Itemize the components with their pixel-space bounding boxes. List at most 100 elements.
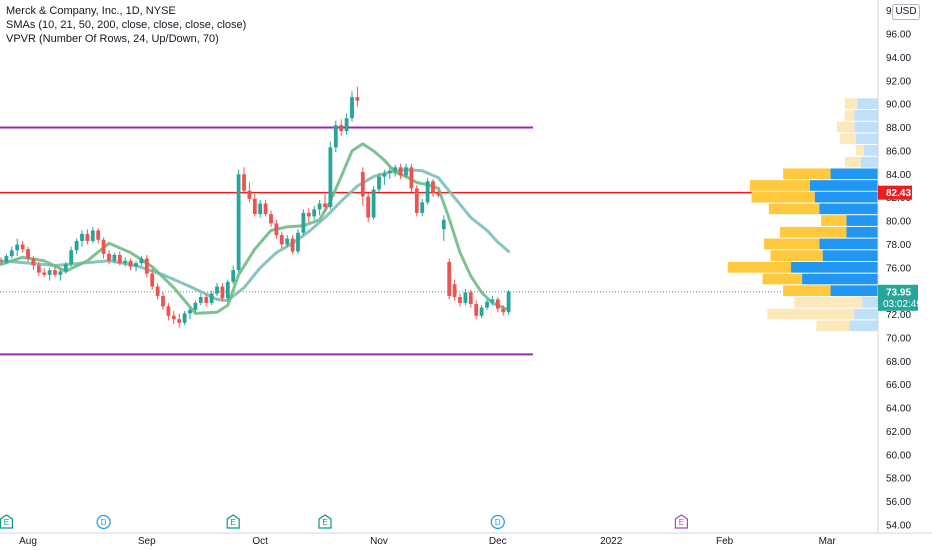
candle-body [490,299,495,302]
candle-body [63,264,68,272]
candle-body [377,176,381,190]
candle-body [4,256,9,262]
candle-body [171,315,176,320]
candle-body [463,292,468,303]
volume-profile-up-bar [862,297,878,308]
volume-profile-down-bar [779,226,847,238]
candle-body [20,244,25,250]
price-tick-label: 90.00 [886,100,911,111]
sma-lines [0,142,511,315]
price-tick-label: 64.00 [886,404,911,415]
candle-body [285,238,290,245]
volume-profile-up-bar [814,191,878,203]
candle-body [393,167,398,171]
candle-body [355,97,360,101]
candle-body [128,260,133,267]
candle-body [247,190,252,199]
volume-profile-down-bar [855,145,864,156]
earnings-marker-label: E [231,518,236,527]
earnings-marker [226,514,240,529]
candle-body [117,254,122,264]
time-tick-label: Sep [138,536,156,547]
price-tick-label: 70.00 [886,333,911,344]
candle-body [468,292,473,305]
earnings-marker-label: E [679,518,684,527]
level-price-badge-label: 82.43 [886,188,911,199]
earnings-marker [674,514,688,529]
candle-body [166,306,171,316]
price-tick-label: 92.00 [886,76,911,87]
candle-body [474,304,479,316]
candle-body [296,232,300,252]
volume-profile-down-bar [844,98,858,110]
candle-body [452,284,457,298]
candle-body [279,235,284,245]
candle-body [58,271,63,275]
dividend-marker [490,514,505,530]
candle-body [144,258,149,274]
price-tick-label: 80.00 [886,217,911,228]
candle-body [501,308,506,313]
current-price-badge [878,284,918,311]
candle-body [123,260,128,264]
time-tick-label: Nov [370,536,388,547]
volume-profile-up-bar [857,98,878,110]
time-tick-label: Feb [716,536,734,547]
volume-profile-down-bar [844,156,861,168]
price-tick-label-partial: 98 [886,6,898,17]
candle-body [80,233,84,241]
candle-body [306,212,311,217]
price-tick-label: 84.00 [886,170,911,181]
candle-body [134,263,138,267]
candle-body [198,297,203,303]
volume-profile-up-bar [860,156,878,168]
price-tick-label: 62.00 [886,427,911,438]
time-tick-label: 2022 [600,536,623,547]
price-tick-label: 88.00 [886,123,911,134]
dividend-marker [96,514,111,530]
time-tick-label: Mar [819,536,837,547]
candle-body [404,167,408,176]
candle-body [312,209,317,217]
candle-body [414,188,419,213]
candle-body [36,265,41,273]
earnings-marker [318,514,332,529]
candle-body [193,302,198,310]
candle-body [258,203,263,215]
candle-body [69,250,74,265]
volume-profile-down-bar [783,168,831,180]
sma-indicator-label[interactable]: SMAs (10, 21, 50, 200, close, close, clo… [6,19,247,31]
candle-body [387,170,392,174]
dividend-marker-label: D [495,518,501,527]
candle-body [231,270,236,282]
volume-profile-down-bar [768,203,820,215]
candle-body [317,203,322,210]
vpvr-indicator-label[interactable]: VPVR (Number Of Rows, 24, Up/Down, 70) [6,33,219,45]
sma-slow-line [0,168,511,303]
price-tick-label: 60.00 [886,450,911,461]
candle-body [360,171,365,197]
candle-body [220,286,225,299]
candle-body [333,125,338,148]
time-tick-label: Aug [19,536,37,547]
candlestick-series [0,86,511,328]
volume-profile-down-bar [767,308,855,320]
candle-body [204,297,209,303]
volume-profile-down-bar [821,215,847,226]
currency-button[interactable]: USD [892,4,920,20]
candle-body [252,198,257,215]
candle-body [177,319,182,323]
current-price-badge-label: 73.95 [886,287,911,298]
candle-body [96,230,101,240]
symbol-title[interactable]: Merck & Company, Inc., 1D, NYSE [6,5,176,17]
volume-profile-up-bar [846,215,878,226]
earnings-marker [0,514,13,529]
candle-body [495,299,500,309]
volume-profile-down-bar [727,261,792,273]
volume-profile-down-bar [749,180,810,191]
candle-body [139,258,144,264]
